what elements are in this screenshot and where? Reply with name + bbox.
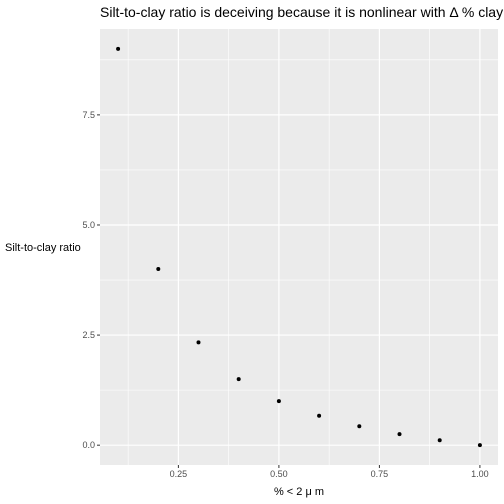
x-tick-label: 0.75	[371, 469, 389, 479]
data-point	[236, 377, 241, 382]
minor-gridlines	[100, 29, 498, 465]
y-axis-title: Silt-to-clay ratio	[5, 242, 81, 254]
data-point	[357, 424, 362, 429]
major-gridlines	[100, 29, 498, 465]
y-tick-label: 5.0	[82, 220, 95, 230]
y-tick-label: 2.5	[82, 330, 95, 340]
data-points	[116, 46, 482, 448]
y-tick-label: 0.0	[82, 440, 95, 450]
data-point	[317, 413, 322, 418]
data-point	[276, 399, 281, 404]
x-tick-label: 0.25	[170, 469, 188, 479]
data-point	[156, 267, 161, 272]
x-axis: 0.25 0.50 0.75 1.00	[170, 465, 489, 479]
y-axis: 0.0 2.5 5.0 7.5	[82, 110, 100, 450]
data-point	[196, 340, 201, 345]
data-point	[437, 438, 442, 443]
x-axis-title: % < 2 μ m	[274, 486, 324, 498]
y-tick-label: 7.5	[82, 110, 95, 120]
x-tick-label: 1.00	[471, 469, 489, 479]
data-point	[477, 443, 482, 448]
data-point	[397, 432, 402, 437]
data-point	[116, 46, 121, 51]
chart-title: Silt-to-clay ratio is deceiving because …	[100, 4, 503, 20]
x-tick-label: 0.50	[270, 469, 288, 479]
plot-panel	[100, 29, 498, 465]
